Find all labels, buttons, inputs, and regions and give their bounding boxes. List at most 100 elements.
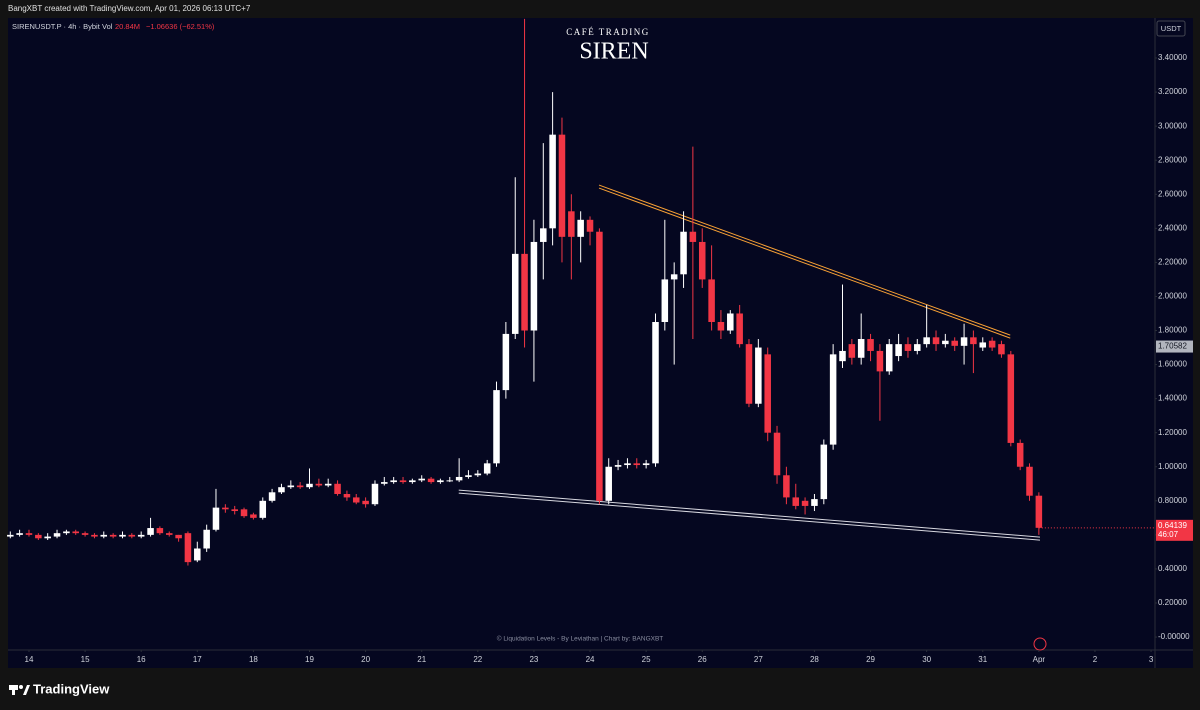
candle bbox=[81, 531, 89, 537]
price-axis bbox=[1155, 18, 1193, 650]
candle bbox=[44, 533, 51, 540]
candle-body bbox=[315, 483, 323, 486]
candle bbox=[474, 470, 482, 477]
candle-body bbox=[306, 483, 313, 488]
candle bbox=[586, 216, 594, 246]
x-tick-label: Apr bbox=[1033, 655, 1046, 664]
candle bbox=[63, 529, 70, 535]
candle-body bbox=[100, 534, 108, 537]
volume-label: Vol bbox=[102, 22, 113, 31]
candle-body bbox=[165, 533, 173, 535]
candle-body bbox=[474, 473, 482, 476]
currency: USDT bbox=[1161, 24, 1182, 33]
x-tick-label: 30 bbox=[922, 655, 931, 664]
candle bbox=[240, 507, 248, 518]
candle-body bbox=[577, 219, 584, 237]
candle bbox=[427, 476, 435, 484]
candle bbox=[16, 529, 23, 537]
candle-body bbox=[745, 344, 753, 404]
logo-text: TradingView bbox=[33, 681, 110, 696]
x-tick-label: 20 bbox=[361, 655, 370, 664]
x-tick-label: 24 bbox=[586, 655, 595, 664]
candle-body bbox=[25, 533, 33, 535]
x-tick-label: 26 bbox=[698, 655, 707, 664]
candle bbox=[334, 480, 341, 496]
candle bbox=[904, 337, 912, 358]
y-tick-label: 1.00000 bbox=[1158, 462, 1187, 471]
candle bbox=[418, 475, 425, 483]
candle-body bbox=[203, 529, 210, 549]
candle-body bbox=[175, 534, 182, 539]
candle-body bbox=[970, 337, 977, 345]
candle bbox=[549, 92, 556, 246]
candle-body bbox=[839, 350, 846, 362]
candle bbox=[745, 339, 753, 408]
candle-body bbox=[156, 528, 164, 534]
candle-body bbox=[698, 241, 706, 280]
candle-body bbox=[540, 228, 547, 242]
candle-body bbox=[1026, 466, 1033, 496]
candle-body bbox=[661, 279, 669, 322]
candle bbox=[259, 497, 267, 520]
candle bbox=[203, 524, 210, 552]
y-tick-label: 2.80000 bbox=[1158, 155, 1187, 164]
candle-body bbox=[296, 485, 304, 488]
candle-body bbox=[63, 531, 70, 534]
x-tick-label: 23 bbox=[529, 655, 538, 664]
candle bbox=[848, 339, 856, 365]
candle bbox=[91, 533, 98, 539]
candle bbox=[362, 497, 369, 508]
candle-body bbox=[16, 533, 23, 535]
candle-body bbox=[605, 466, 612, 501]
candle bbox=[708, 245, 715, 331]
candle bbox=[624, 458, 631, 469]
alert-icon[interactable] bbox=[1033, 637, 1047, 651]
candle bbox=[839, 284, 846, 368]
x-tick-label: 15 bbox=[81, 655, 90, 664]
candle bbox=[558, 117, 566, 263]
currency-box[interactable] bbox=[1156, 20, 1186, 37]
candle bbox=[175, 534, 182, 542]
candle bbox=[409, 478, 416, 484]
candle bbox=[437, 478, 444, 484]
candle bbox=[268, 488, 276, 503]
time-axis bbox=[8, 650, 1193, 668]
candle bbox=[278, 483, 285, 495]
candle-body bbox=[1016, 442, 1024, 467]
y-tick-label: 1.40000 bbox=[1158, 394, 1187, 403]
candle-body bbox=[483, 463, 491, 474]
candle-body bbox=[455, 476, 463, 481]
y-tick-label: 3.00000 bbox=[1158, 121, 1187, 130]
candle-body bbox=[829, 354, 837, 445]
candle bbox=[652, 313, 659, 467]
candle bbox=[895, 333, 902, 362]
candle-body bbox=[409, 480, 416, 483]
candle-body bbox=[951, 340, 958, 346]
logo-mark bbox=[23, 685, 30, 695]
candle-body bbox=[960, 337, 968, 346]
candle-body bbox=[914, 344, 921, 351]
candle bbox=[755, 339, 762, 408]
candle bbox=[811, 494, 818, 512]
candle bbox=[502, 321, 510, 399]
candle-body bbox=[979, 342, 987, 348]
candle bbox=[1016, 439, 1024, 471]
candle-body bbox=[81, 533, 89, 535]
candle bbox=[231, 505, 238, 515]
x-tick-label: 27 bbox=[754, 655, 763, 664]
x-tick-label: 28 bbox=[810, 655, 819, 664]
candle-body bbox=[324, 483, 332, 486]
chart-title: SIREN bbox=[579, 39, 648, 65]
candle-body bbox=[764, 354, 771, 433]
candle-body bbox=[137, 534, 145, 537]
candle-body bbox=[128, 534, 136, 537]
candle-body bbox=[885, 344, 893, 372]
volume: 20.84M bbox=[115, 22, 140, 31]
candle bbox=[399, 476, 407, 484]
x-tick-label: 25 bbox=[642, 655, 651, 664]
candle bbox=[25, 529, 33, 537]
candle bbox=[540, 143, 547, 280]
candle-body bbox=[390, 480, 397, 483]
candle-body bbox=[783, 475, 790, 498]
